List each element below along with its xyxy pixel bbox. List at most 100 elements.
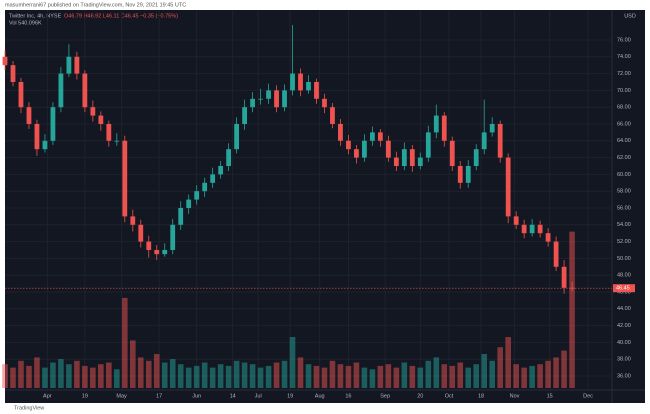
- volume-bar: [297, 357, 304, 388]
- y-tick-label: 46.00: [617, 289, 631, 295]
- candle-body: [26, 107, 32, 124]
- candle-body: [122, 140, 128, 217]
- candle-body: [322, 98, 327, 108]
- x-tick-label: Oct: [445, 393, 454, 399]
- x-tick-label: May: [116, 393, 127, 399]
- candle-body: [106, 123, 112, 141]
- volume-bar: [401, 362, 408, 388]
- candle-body: [489, 123, 495, 133]
- y-tick-label: 76.00: [617, 37, 631, 43]
- candle-body: [114, 140, 120, 142]
- candle-body: [98, 115, 104, 124]
- candle-body: [186, 199, 192, 208]
- volume-bar: [201, 362, 208, 388]
- volume-bar: [145, 360, 152, 388]
- y-tick-label: 44.00: [617, 306, 631, 312]
- x-tick-label: 14: [230, 393, 236, 399]
- x-tick-label: 17: [156, 393, 162, 399]
- candle-body: [146, 241, 152, 250]
- y-tick-label: 62.00: [617, 155, 631, 161]
- volume-bar: [50, 362, 56, 388]
- volume-bar: [353, 362, 360, 388]
- y-tick-label: 68.00: [617, 105, 631, 111]
- x-tick-label: 19: [82, 393, 88, 399]
- candle-body: [449, 140, 455, 166]
- candle-body: [473, 149, 479, 166]
- y-tick-label: 36.00: [617, 373, 631, 379]
- volume-bar: [177, 364, 184, 388]
- candle-body: [385, 140, 391, 158]
- volume-bar: [369, 369, 376, 388]
- candle-body: [529, 224, 535, 234]
- volume-bar: [281, 360, 288, 388]
- volume-bar: [385, 364, 392, 388]
- x-tick-label: Sep: [380, 393, 390, 399]
- volume-bar: [82, 365, 88, 388]
- volume-bar: [481, 354, 488, 388]
- volume-bar: [417, 367, 424, 388]
- volume-bar: [513, 364, 519, 388]
- candle-body: [266, 90, 271, 99]
- candle-body: [42, 140, 48, 150]
- volume-bar: [449, 365, 456, 388]
- candle-body: [258, 98, 263, 100]
- candle-body: [274, 90, 279, 108]
- y-tick-label: 50.00: [617, 256, 631, 262]
- volume-bar: [114, 369, 120, 388]
- candle-body: [521, 224, 527, 234]
- chart-background: [5, 10, 645, 403]
- volume-bar: [18, 360, 24, 388]
- candle-body: [162, 249, 168, 255]
- x-tick-label: 18: [478, 393, 484, 399]
- volume-bar: [265, 365, 272, 388]
- volume-bar: [521, 367, 527, 388]
- candle-body: [330, 107, 335, 124]
- candle-body: [82, 73, 88, 108]
- candle-body: [505, 157, 511, 217]
- y-tick-label: 42.00: [617, 323, 631, 329]
- volume-bar: [345, 365, 352, 388]
- volume-bar: [457, 362, 464, 388]
- candle-body: [401, 149, 407, 166]
- volume-bar: [465, 367, 472, 388]
- candle-body: [338, 123, 343, 141]
- candle-body: [362, 140, 367, 158]
- candle-body: [393, 157, 399, 166]
- volume-bar: [497, 347, 503, 388]
- volume-bar: [90, 367, 96, 388]
- volume-bar: [10, 367, 16, 388]
- last-price-box: [613, 284, 635, 293]
- y-tick-label: 70.00: [617, 88, 631, 94]
- x-tick-label: Apr: [43, 393, 52, 399]
- candle-body: [50, 107, 56, 141]
- volume-bar: [473, 364, 480, 388]
- volume-bar: [98, 364, 104, 388]
- y-tick-label: 56.00: [617, 205, 631, 211]
- candle-body: [537, 224, 543, 234]
- candle-body: [154, 249, 160, 255]
- volume-bar: [361, 367, 368, 388]
- publisher-note: masumherrani67 published on TradingView.…: [5, 2, 186, 8]
- y-tick-label: 48.00: [617, 273, 631, 279]
- candle-body: [441, 115, 447, 141]
- volume-bar: [321, 367, 328, 388]
- x-tick-label: Jun: [192, 393, 201, 399]
- volume-bar: [329, 360, 336, 388]
- volume-bar: [58, 359, 64, 388]
- volume-bar: [529, 365, 535, 388]
- candle-body: [250, 98, 255, 108]
- x-tick-label: 15: [547, 393, 553, 399]
- candle-body: [234, 123, 240, 150]
- candle-body: [58, 73, 64, 108]
- volume-bar: [241, 362, 248, 388]
- candle-body: [417, 157, 423, 166]
- volume-bar: [217, 364, 224, 388]
- candle-body: [130, 216, 136, 225]
- candle-body: [242, 107, 248, 124]
- volume-bar: [74, 360, 80, 388]
- volume-bar: [169, 359, 176, 388]
- volume-bar: [393, 367, 400, 388]
- volume-bar: [433, 357, 440, 388]
- candle-body: [354, 149, 359, 158]
